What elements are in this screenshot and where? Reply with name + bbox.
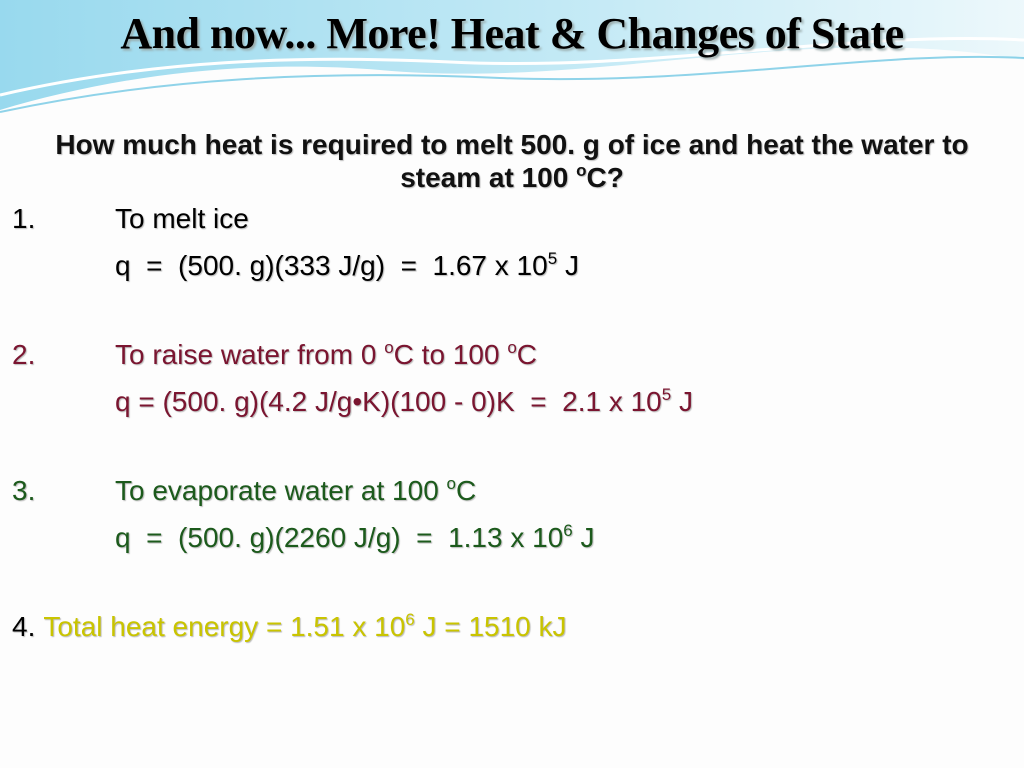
step-heading: To raise water from 0 oC to 100 oC: [115, 339, 537, 371]
text-run: To raise water from 0: [115, 339, 385, 370]
step-number: 3.: [12, 475, 36, 506]
text-run: C to 100: [393, 339, 508, 370]
superscript: 6: [563, 521, 573, 540]
superscript: o: [576, 161, 587, 180]
superscript: o: [384, 338, 394, 357]
text-run: Total heat energy = 1.51 x 10: [43, 611, 406, 642]
superscript: o: [446, 474, 457, 493]
text-run: To melt ice: [115, 203, 249, 234]
total-line: 4. Total heat energy = 1.51 x 106 J = 151…: [12, 611, 567, 643]
text-run: J = 1510 kJ: [414, 611, 567, 642]
text-run: C: [516, 339, 538, 370]
total-text: Total heat energy = 1.51 x 106 J = 1510 …: [43, 611, 566, 642]
step-number: 4.: [12, 611, 36, 642]
step-equation: q = (500. g)(2260 J/g) = 1.13 x 106 J: [115, 522, 595, 554]
question: How much heat is required to melt 500. g…: [20, 128, 1004, 194]
slide-title: And now... More! Heat & Changes of State: [120, 9, 904, 58]
text-run: C: [456, 475, 477, 506]
superscript: o: [507, 338, 517, 357]
text-run: q = (500. g)(4.2 J/g•K)(100 - 0)K = 2.1 …: [115, 386, 662, 417]
text-run: J: [572, 522, 595, 553]
text-run: q = (500. g)(333 J/g) = 1.67 x 10: [115, 250, 548, 281]
step-number: 1.: [12, 203, 36, 234]
text-run: C?: [586, 162, 624, 193]
superscript: 5: [547, 249, 558, 268]
step-equation: q = (500. g)(4.2 J/g•K)(100 - 0)K = 2.1 …: [115, 386, 693, 418]
superscript: 6: [405, 610, 415, 629]
text-run: J: [671, 386, 694, 417]
step-equation: q = (500. g)(333 J/g) = 1.67 x 105 J: [115, 250, 579, 282]
step-number: 2.: [12, 339, 36, 370]
step-heading: To evaporate water at 100 oC: [115, 475, 476, 507]
text-run: J: [557, 250, 579, 281]
text-run: q = (500. g)(2260 J/g) = 1.13 x 10: [115, 522, 564, 553]
superscript: 5: [661, 385, 672, 404]
text-run: To evaporate water at 100: [115, 475, 447, 506]
text-run: How much heat is required to melt 500. g…: [55, 129, 969, 193]
step-heading: To melt ice: [115, 203, 249, 235]
